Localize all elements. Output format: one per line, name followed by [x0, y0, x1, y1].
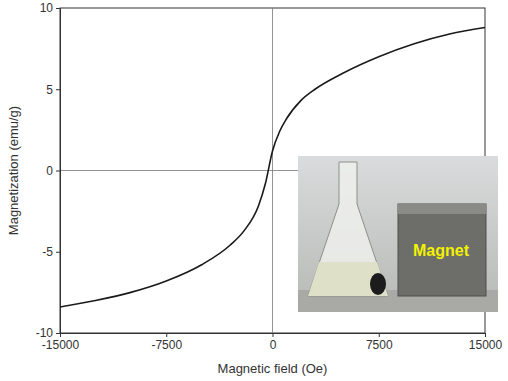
x-tick: -7500	[151, 333, 182, 352]
flask	[308, 162, 388, 296]
x-tick-label: 15000	[469, 338, 503, 352]
x-axis: -15000-75000750015000	[42, 333, 503, 352]
chart: -15000-75000750015000-10-50510Magnetic f…	[0, 0, 508, 381]
y-tick-label: -5	[42, 245, 53, 259]
x-axis-line	[61, 334, 486, 338]
x-tick-label: 0	[270, 338, 277, 352]
x-axis-title: Magnetic field (Oe)	[218, 361, 328, 376]
y-tick-label: -10	[36, 326, 54, 340]
magnet-top	[398, 204, 486, 214]
y-tick: 10	[40, 1, 60, 15]
magnet-block	[398, 204, 486, 296]
y-tick: 0	[46, 164, 60, 178]
y-tick-label: 5	[46, 83, 53, 97]
x-tick-label: 7500	[366, 338, 393, 352]
x-tick-mark	[273, 333, 274, 337]
y-tick: -5	[42, 245, 60, 259]
x-tick-mark	[379, 333, 380, 337]
y-tick-mark	[56, 171, 60, 172]
inset-photo: Magnet	[298, 156, 498, 312]
y-tick-mark	[56, 333, 60, 334]
y-tick-mark	[56, 8, 60, 9]
y-tick-mark	[56, 252, 60, 253]
x-tick: 0	[270, 333, 277, 352]
annotation: Magnet	[413, 242, 470, 259]
y-axis-line	[56, 9, 61, 334]
y-axis: -10 -5 0 5 10	[36, 1, 61, 340]
y-tick-label: 0	[46, 164, 53, 178]
x-tick: 7500	[366, 333, 393, 352]
photo-background	[298, 156, 498, 312]
x-tick-label: -7500	[151, 338, 182, 352]
y-axis-title: Magnetization (emu/g)	[6, 106, 21, 235]
y-tick-label: 10	[40, 1, 54, 15]
magnetic-particles	[370, 273, 386, 295]
y-tick: -10	[36, 326, 60, 340]
x-tick-mark	[166, 333, 167, 337]
x-tick: 15000	[469, 333, 503, 352]
x-tick-mark	[485, 333, 486, 337]
y-tick: 5	[46, 83, 60, 97]
y-tick-mark	[56, 89, 60, 90]
liquid	[308, 262, 388, 296]
